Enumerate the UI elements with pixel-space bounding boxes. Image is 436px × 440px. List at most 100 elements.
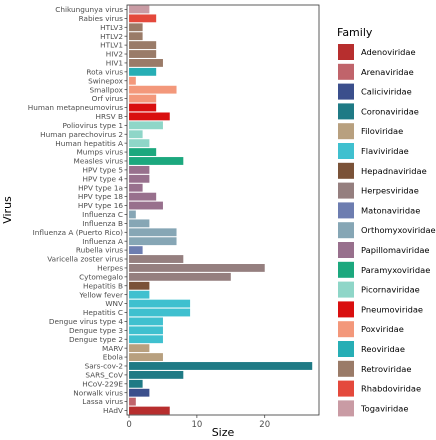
legend-label: Arenaviridae: [361, 67, 414, 77]
y-tick-label: HPV type 5: [83, 165, 123, 174]
bar: [129, 139, 150, 148]
bar: [129, 201, 163, 210]
legend-label: Matonaviridae: [361, 205, 420, 215]
legend-label: Poxviridae: [361, 324, 404, 334]
bar: [129, 379, 143, 388]
bar: [129, 85, 177, 94]
bar: [129, 50, 157, 58]
y-tick-label: Dengue type 2: [69, 335, 123, 344]
plot-panel-border: [126, 4, 320, 416]
bar: [129, 23, 143, 32]
legend-label: Papillomaviridae: [361, 245, 430, 255]
x-tick-label: 20: [259, 420, 270, 430]
y-tick-label: Varicella zoster virus: [47, 255, 123, 264]
legend-key: [338, 162, 354, 179]
bar: [129, 5, 150, 14]
y-tick-label: Influenza A: [82, 237, 123, 246]
y-tick-label: HIV2: [106, 50, 123, 59]
bar: [129, 406, 170, 415]
legend-label: Picornaviridae: [361, 285, 420, 295]
bar: [129, 326, 163, 335]
bar: [129, 335, 163, 344]
legend-key: [338, 143, 354, 159]
y-tick-label: HTLV2: [100, 32, 123, 41]
y-tick-label: Lassa virus: [82, 397, 123, 406]
legend-title: Family: [337, 26, 373, 39]
y-tick-label: HCoV-229E: [82, 379, 123, 388]
bar: [129, 397, 136, 406]
bar: [129, 272, 231, 281]
bar: [129, 32, 143, 41]
legend-label: Filoviridae: [361, 126, 403, 136]
legend-key: [338, 321, 354, 338]
legend-label: Reoviridae: [361, 344, 405, 354]
y-axis-title: Virus: [1, 196, 14, 224]
y-tick-label: Human parechovirus 2: [40, 130, 123, 139]
bar: [129, 183, 143, 192]
y-tick-label: SARS_CoV: [85, 370, 123, 379]
bar: [129, 317, 163, 326]
bar: [129, 165, 150, 174]
y-tick-label: Influenza C: [82, 210, 123, 219]
bar: [129, 67, 157, 76]
y-tick-label: HAdV: [103, 406, 123, 415]
legend-label: Orthomyxoviridae: [361, 225, 436, 235]
legend-label: Pneumoviridae: [361, 304, 423, 314]
legend-key: [338, 123, 354, 140]
legend-label: Togaviridae: [360, 403, 408, 413]
y-tick-label: Influenza A (Puerto Rico): [33, 228, 123, 237]
bar: [129, 148, 157, 156]
y-tick-label: Norwalk virus: [73, 388, 123, 397]
y-tick-label: HPV type 18: [78, 192, 123, 201]
bar: [129, 237, 177, 246]
legend-key: [338, 301, 354, 318]
y-tick-label: Ebola: [103, 353, 123, 362]
legend-key: [338, 341, 354, 357]
y-tick-label: Human metapneumovirus: [28, 103, 123, 112]
legend-items: Adenoviridae Arenaviridae Caliciviridae Cor…: [338, 44, 436, 417]
bar: [129, 281, 150, 290]
bar: [129, 219, 150, 228]
bar: [129, 41, 157, 50]
legend-label: Hepadnaviridae: [361, 166, 427, 176]
legend-label: Caliciviridae: [361, 87, 412, 97]
bar: [129, 59, 163, 67]
y-tick-label: HTLV3: [100, 23, 123, 32]
legend-key: [338, 281, 354, 298]
y-tick-label: HPV type 4: [83, 174, 124, 183]
bar: [129, 290, 150, 299]
y-tick-label: HIV1: [106, 59, 123, 68]
bar: [129, 103, 157, 112]
bar: [129, 210, 136, 219]
bar: [129, 14, 157, 23]
legend-key: [338, 400, 354, 417]
bar: [129, 344, 150, 353]
y-tick-label: Swinepox: [88, 76, 124, 85]
bar: [129, 388, 150, 397]
legend-key: [338, 380, 354, 397]
legend-key: [338, 44, 354, 60]
bar: [129, 130, 143, 139]
bar: [129, 174, 150, 183]
x-tick-marks: [128, 415, 266, 418]
legend-label: Adenoviridae: [361, 47, 416, 57]
bar: [129, 76, 136, 85]
legend-label: Herpesviridae: [361, 186, 419, 196]
y-tick-label: Influenza B: [82, 219, 123, 228]
legend-key: [338, 63, 354, 80]
legend-label: Rhabdoviridae: [361, 384, 421, 394]
bar: [129, 353, 163, 361]
y-tick-label: HRSV B: [95, 112, 123, 121]
y-tick-label: Rota virus: [86, 67, 123, 76]
legend-label: Flaviviridae: [361, 146, 409, 156]
y-tick-label: Orf virus: [92, 94, 124, 103]
legend-key: [338, 222, 354, 239]
bar: [129, 299, 191, 308]
bar: [129, 246, 143, 255]
bar: [129, 157, 184, 165]
legend-key: [338, 182, 354, 199]
y-tick-label: Smallpox: [90, 85, 124, 94]
y-tick-label: Hepatitis B: [83, 281, 123, 290]
y-tick-label: Rabies virus: [79, 14, 124, 23]
y-tick-label: HPV type 16: [78, 201, 123, 210]
